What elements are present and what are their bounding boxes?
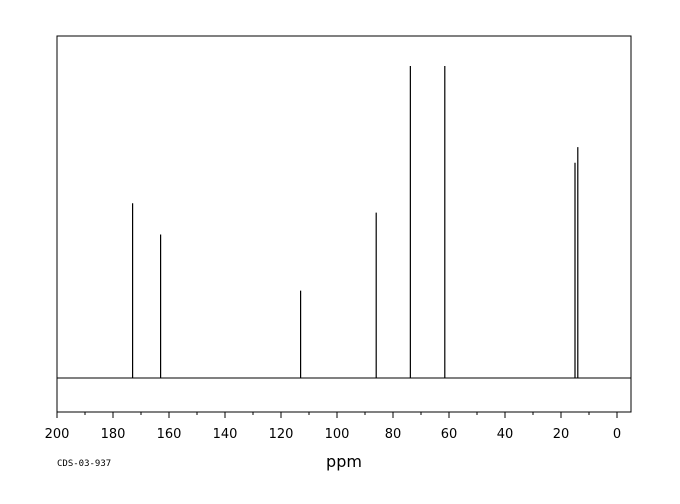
x-tick-label-0: 0 — [613, 427, 621, 442]
x-tick-label-200: 200 — [45, 427, 70, 442]
plot-frame — [56, 35, 632, 413]
spectrum-peaks — [132, 66, 579, 378]
x-tick-label-80: 80 — [385, 427, 402, 442]
x-tick-label-100: 100 — [325, 427, 350, 442]
x-axis-tick-labels: 200 180 160 140 120 100 80 60 40 20 0 — [45, 427, 622, 442]
x-axis-ticks — [56, 412, 618, 418]
x-tick-label-60: 60 — [441, 427, 458, 442]
x-tick-label-120: 120 — [269, 427, 294, 442]
x-tick-label-180: 180 — [101, 427, 126, 442]
x-tick-label-20: 20 — [553, 427, 570, 442]
x-tick-label-40: 40 — [497, 427, 514, 442]
x-axis-label: ppm — [326, 452, 362, 471]
x-tick-label-160: 160 — [157, 427, 182, 442]
spectrum-code-label: CDS-03-937 — [57, 459, 111, 469]
x-tick-label-140: 140 — [213, 427, 238, 442]
